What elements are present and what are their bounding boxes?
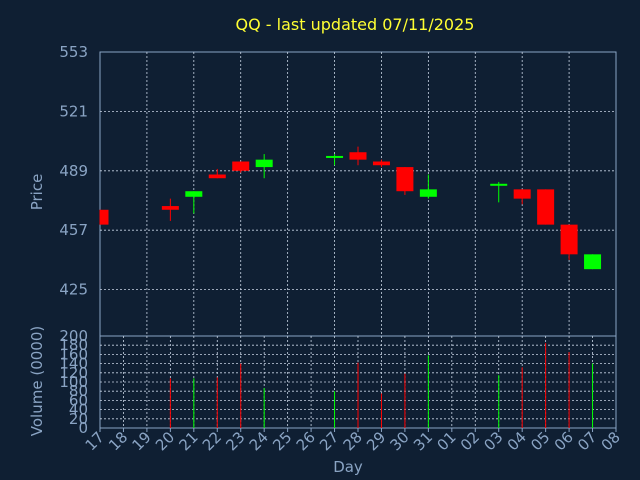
volume-tick-label: 100 [59,373,88,391]
x-tick-label: 01 [433,428,459,454]
volume-tick-label: 120 [59,364,88,382]
candle-body [326,155,344,158]
price-tick-label: 425 [59,281,88,299]
candle-body [490,183,508,186]
x-tick-label: 04 [504,428,530,454]
x-tick-label: 03 [480,428,506,454]
price-tick-label: 457 [59,221,88,239]
x-axis-label: Day [333,458,363,476]
candle-body [419,189,437,197]
candle-body [208,174,226,179]
candle-body [100,209,109,225]
candle-20 [161,198,179,221]
candle-body [185,191,203,197]
candle-body [349,152,367,160]
price-axis-label: Price [28,174,46,211]
candle-21 [185,191,203,214]
candle-30 [396,167,414,195]
volume-tick-label: 20 [69,410,88,428]
candle-body [560,224,578,255]
price-tick-label: 553 [59,43,88,61]
x-tick-label: 28 [340,428,366,454]
candle-24 [255,154,273,179]
x-tick-label: 26 [293,428,319,454]
x-tick-label: 31 [410,428,436,454]
candle-body [255,159,273,168]
x-tick-label: 06 [551,428,577,454]
x-tick-label: 02 [457,428,483,454]
x-tick-label: 19 [129,428,155,454]
volume-tick-label: 160 [59,345,88,363]
price-panel: 425 457 489 521 553 [59,43,617,337]
x-tick-label: 21 [175,428,201,454]
volume-axis-label: Volume (0000) [28,326,46,436]
candle-27 [326,154,344,166]
x-tick-label: 22 [199,428,225,454]
candle-06 [560,224,578,260]
candle-22 [208,168,226,179]
candle-body [584,254,602,270]
volume-tick-label: 200 [59,327,88,345]
x-tick-label: 18 [105,428,131,454]
volume-tick-label: 80 [69,382,88,400]
candle-body [396,167,414,192]
volume-tick-label: 140 [59,355,88,373]
candle-23 [232,161,250,173]
candle-17 [99,209,109,225]
candle-body [372,161,390,166]
x-tick-label: 24 [246,428,272,454]
x-tick-label: 25 [269,428,295,454]
candle-body [232,161,250,171]
x-tick-label: 27 [316,428,342,454]
volume-tick-label: 40 [69,401,88,419]
x-tick-label: 30 [387,428,413,454]
volume-tick-label: 60 [69,391,88,409]
x-tick-label: 29 [363,428,389,454]
x-tick-label: 07 [574,428,600,454]
x-tick-label: 23 [222,428,248,454]
candle-body [537,189,555,225]
candle-05 [537,189,555,225]
candle-29 [372,159,390,168]
candle-body [513,189,531,199]
x-tick-label: 20 [152,428,178,454]
candle-04 [513,189,531,205]
price-tick-label: 521 [59,102,88,120]
x-tick-label: 05 [527,428,553,454]
x-tick-label: 08 [598,428,624,454]
candle-body [161,206,179,210]
candle-31 [419,174,437,199]
chart-title: QQ - last updated 07/11/2025 [236,15,475,34]
volume-tick-label: 180 [59,336,88,354]
candle-28 [349,146,367,166]
candle-07 [584,254,602,270]
x-axis: 1718192021222324252627282930310102030405… [82,428,624,454]
volume-tick-label: 0 [78,419,88,437]
price-tick-label: 489 [59,162,88,180]
candle-03 [490,181,508,203]
